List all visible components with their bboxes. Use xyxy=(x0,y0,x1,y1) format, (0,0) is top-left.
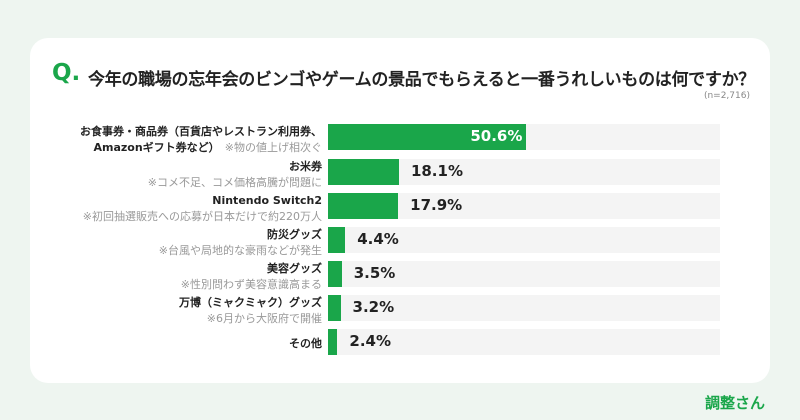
bar-track xyxy=(328,261,720,287)
category-name: Nintendo Switch2 xyxy=(212,194,322,207)
category-name-cont: Amazonギフト券など） xyxy=(93,141,220,154)
bar-row: その他 2.4% xyxy=(0,328,800,356)
bar xyxy=(328,159,399,185)
bar xyxy=(328,124,527,150)
category-note: ※台風や局地的な豪雨などが発生 xyxy=(158,244,322,257)
bar-track xyxy=(328,227,720,253)
data-label: 2.4% xyxy=(349,332,392,350)
question-mark: Q. xyxy=(52,60,81,86)
bar-row: 防災グッズ ※台風や局地的な豪雨などが発生 4.4% xyxy=(0,226,800,257)
bar xyxy=(328,261,342,287)
category-name: 防災グッズ xyxy=(267,228,322,241)
category-label: その他 xyxy=(289,335,322,351)
bar-row: 万博（ミャクミャク）グッズ ※6月から大阪府で開催 3.2% xyxy=(0,294,800,325)
category-label: お食事券・商品券（百貨店やレストラン利用券、 Amazonギフト券など） ※物の値… xyxy=(80,123,322,155)
bar-track xyxy=(328,329,720,355)
category-note: ※コメ不足、コメ価格高騰が問題に xyxy=(147,176,322,189)
category-label: 美容グッズ ※性別問わず美容意識高まる xyxy=(181,260,322,292)
bar-row: お米券 ※コメ不足、コメ価格高騰が問題に 18.1% xyxy=(0,158,800,189)
data-label: 18.1% xyxy=(410,162,463,180)
chart-title: 今年の職場の忘年会のビンゴやゲームの景品でもらえると一番うれしいものは何ですか？ xyxy=(88,70,755,90)
bar xyxy=(328,295,341,321)
bar-row: Nintendo Switch2 ※初回抽選販売への応募が日本だけで約220万人 1… xyxy=(0,192,800,223)
bar-row: お食事券・商品券（百貨店やレストラン利用券、 Amazonギフト券など） ※物の値… xyxy=(0,123,800,154)
bar xyxy=(328,193,399,219)
bar-row: 美容グッズ ※性別問わず美容意識高まる 3.5% xyxy=(0,260,800,291)
data-label: 3.5% xyxy=(353,264,396,282)
category-name: お食事券・商品券（百貨店やレストラン利用券、 xyxy=(80,125,322,138)
category-label: 万博（ミャクミャク）グッズ ※6月から大阪府で開催 xyxy=(179,294,322,326)
data-label: 50.6% xyxy=(470,127,523,145)
category-name: 美容グッズ xyxy=(267,262,322,275)
category-note: ※6月から大阪府で開催 xyxy=(206,312,322,325)
bar-track xyxy=(328,295,720,321)
bar xyxy=(328,329,338,355)
sample-size: (n=2,716) xyxy=(703,91,750,101)
category-label: Nintendo Switch2 ※初回抽選販売への応募が日本だけで約220万人 xyxy=(83,192,322,224)
category-label: 防災グッズ ※台風や局地的な豪雨などが発生 xyxy=(159,226,322,258)
category-note: ※物の値上げ相次ぐ xyxy=(224,141,322,154)
category-note: ※性別問わず美容意識高まる xyxy=(180,278,322,291)
data-label: 3.2% xyxy=(352,298,395,316)
data-label: 4.4% xyxy=(357,230,399,248)
category-label: お米券 ※コメ不足、コメ価格高騰が問題に xyxy=(148,158,322,190)
data-label: 17.9% xyxy=(410,196,463,214)
category-note: ※初回抽選販売への応募が日本だけで約220万人 xyxy=(82,210,322,223)
category-name: 万博（ミャクミャク）グッズ xyxy=(179,296,322,309)
category-name: お米券 xyxy=(289,160,322,173)
logo: 調整さん xyxy=(704,394,765,412)
bar xyxy=(328,227,346,253)
category-name: その他 xyxy=(289,337,322,350)
